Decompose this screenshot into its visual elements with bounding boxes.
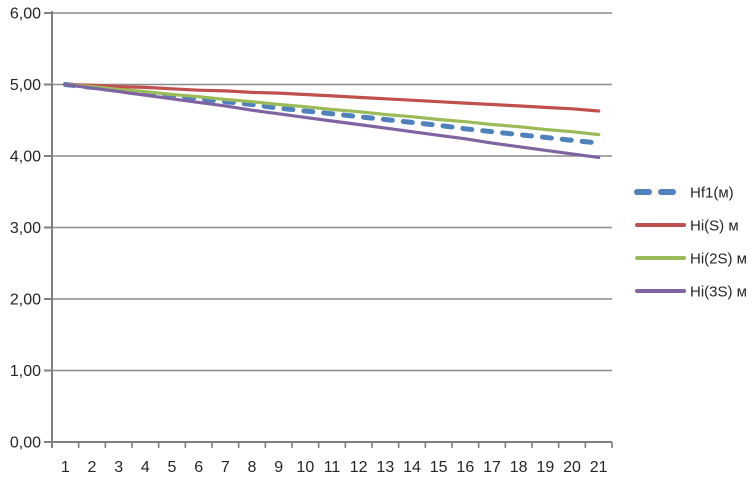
y-tick-label: 4,00 [10, 149, 41, 166]
x-tick-label: 11 [324, 459, 341, 476]
gridlines [52, 12, 612, 372]
x-tick-label: 8 [248, 459, 257, 476]
legend-item: Hi(2S) м [635, 251, 747, 268]
x-tick-label: 2 [88, 459, 97, 476]
x-tick-label: 14 [403, 459, 421, 476]
x-tick-label: 17 [483, 459, 501, 476]
x-tick-label: 18 [510, 459, 528, 476]
y-tick-label: 2,00 [10, 292, 41, 309]
series-line-3 [63, 82, 601, 159]
x-axis-ticks: 1 2 3 4 5 6 7 8 9 10 11 12 13 14 15 16 17 18 19 20 21 [51, 442, 613, 476]
y-axis-ticks: 0,00 1,00 2,00 3,00 4,00 5,00 6,00 [10, 6, 52, 452]
y-tick-label: 3,00 [10, 220, 41, 237]
x-tick-label: 12 [350, 459, 368, 476]
legend-item: Hf1(м) [634, 185, 734, 202]
x-tick-label: 19 [536, 459, 554, 476]
x-tick-label: 10 [296, 459, 314, 476]
x-tick-label: 3 [114, 459, 123, 476]
x-tick-label: 9 [274, 459, 283, 476]
legend-label: Hi(3S) м [690, 284, 747, 301]
x-tick-label: 20 [563, 459, 581, 476]
y-tick-label: 6,00 [10, 6, 41, 23]
x-tick-label: 21 [590, 459, 608, 476]
x-tick-label: 1 [61, 459, 70, 476]
legend: Hf1(м) Hi(S) м Hi(2S) м Hi(3S) м [634, 185, 747, 301]
x-tick-label: 13 [376, 459, 394, 476]
series-line-0 [62, 82, 602, 146]
legend-label: Hf1(м) [690, 185, 734, 202]
axes [51, 11, 612, 448]
legend-item: Hi(3S) м [635, 284, 747, 301]
y-tick-label: 1,00 [10, 363, 41, 380]
x-tick-label: 6 [194, 459, 203, 476]
series-line-2 [63, 82, 601, 137]
x-tick-label: 4 [141, 459, 150, 476]
legend-item: Hi(S) м [635, 218, 739, 235]
y-tick-label: 0,00 [10, 435, 41, 452]
y-tick-label: 5,00 [10, 77, 41, 94]
legend-label: Hi(S) м [690, 218, 739, 235]
series-line-1 [63, 82, 601, 113]
x-tick-label: 15 [430, 459, 448, 476]
x-tick-label: 7 [221, 459, 230, 476]
x-tick-label: 16 [456, 459, 474, 476]
series-lines [62, 82, 602, 159]
x-tick-label: 5 [168, 459, 177, 476]
legend-label: Hi(2S) м [690, 251, 747, 268]
